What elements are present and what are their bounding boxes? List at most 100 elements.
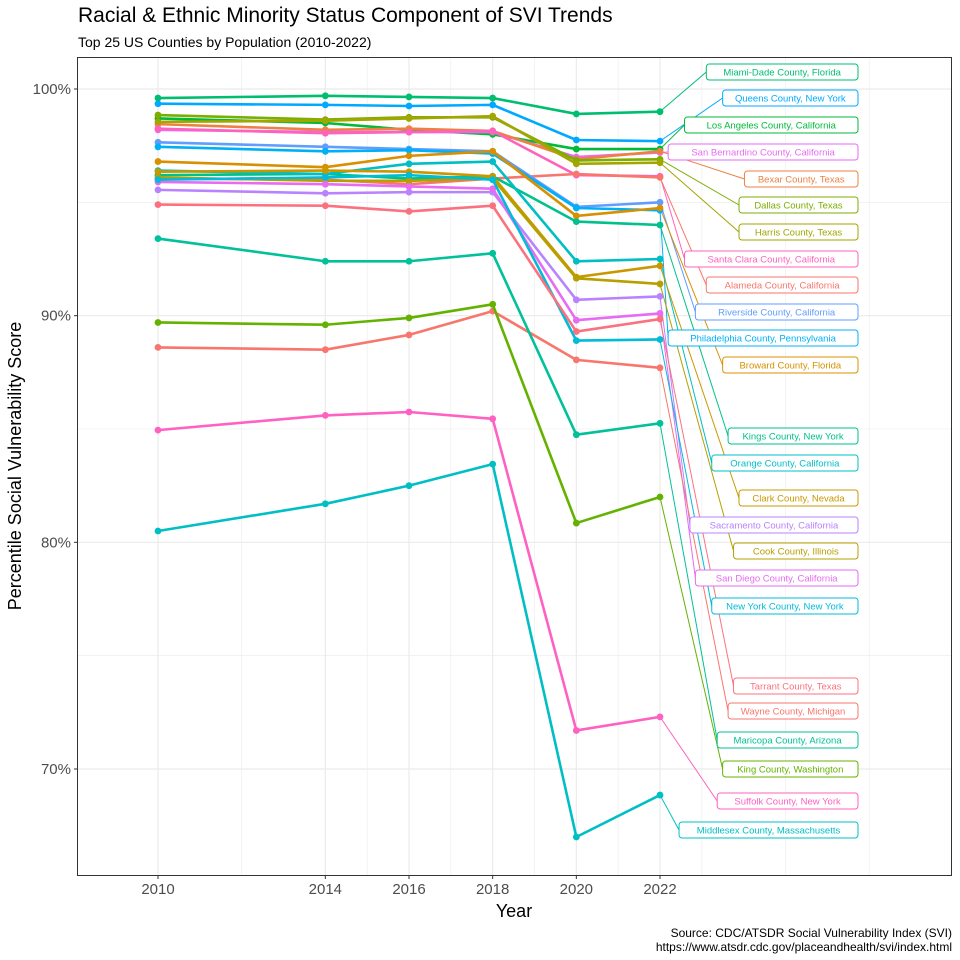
series-label: Suffolk County, New York <box>734 797 841 808</box>
label-box <box>716 792 859 810</box>
label-connector <box>659 296 691 526</box>
series-line <box>157 176 661 286</box>
y-tick-label: 80% <box>41 534 71 551</box>
label-box <box>689 516 859 534</box>
label-box <box>738 223 859 241</box>
series-label: Wayne County, Michigan <box>741 707 846 718</box>
series-label: Dallas County, Texas <box>754 201 843 212</box>
data-point <box>656 315 664 323</box>
data-point <box>154 94 162 102</box>
data-point <box>154 143 162 151</box>
series-line <box>157 122 661 161</box>
label-box <box>727 702 859 720</box>
label-box <box>684 250 859 268</box>
data-point <box>321 167 329 175</box>
data-point <box>321 101 329 109</box>
series-line <box>157 160 661 263</box>
data-point <box>405 208 413 215</box>
series-label: Alameda County, California <box>725 281 841 292</box>
data-point <box>572 218 580 226</box>
data-point <box>656 791 664 799</box>
label-connector <box>659 71 707 113</box>
data-point <box>656 419 664 427</box>
data-point <box>656 204 664 212</box>
label-connector <box>659 158 740 206</box>
data-point <box>572 274 580 282</box>
data-point <box>154 176 162 184</box>
data-point <box>656 262 664 270</box>
data-point <box>154 527 162 535</box>
data-point <box>154 100 162 108</box>
label-box <box>684 116 859 134</box>
data-point <box>405 115 413 122</box>
data-point <box>154 235 162 243</box>
y-axis-title: Percentile Social Vulnerability Score <box>5 322 25 610</box>
x-tick-label: 2010 <box>141 881 174 898</box>
plot-border <box>77 57 952 876</box>
label-box <box>711 454 859 472</box>
data-point <box>656 159 664 167</box>
data-point <box>321 174 329 181</box>
series-label: San Diego County, California <box>716 574 839 585</box>
label-box <box>738 196 859 214</box>
data-point <box>489 460 497 468</box>
data-point <box>405 314 413 322</box>
data-point <box>154 201 162 209</box>
data-point <box>489 94 497 102</box>
series-line <box>157 462 661 839</box>
label-box <box>743 170 859 188</box>
data-point <box>656 147 664 155</box>
series-line <box>157 237 661 436</box>
data-point <box>321 321 329 329</box>
series-line <box>157 180 661 322</box>
data-point <box>572 316 580 324</box>
data-point <box>405 188 413 196</box>
series-label: King County, Washington <box>737 765 843 776</box>
data-point <box>154 125 162 133</box>
axis-layer: 70% 80% 90% 100% 2010 2014 2016 2018 2020 2022 <box>33 81 677 898</box>
data-point <box>656 280 664 288</box>
data-point <box>572 257 580 265</box>
data-point <box>656 293 664 300</box>
data-point <box>656 198 664 206</box>
series-label: New York County, New York <box>726 602 844 613</box>
series-line <box>157 410 661 732</box>
label-layer: Miami-Dade County, Florida Queens County,… <box>667 63 859 839</box>
data-point <box>656 364 664 372</box>
data-point <box>405 331 413 339</box>
data-point <box>154 111 162 119</box>
series-label: Bexar County, Texas <box>758 175 845 186</box>
y-tick-label: 90% <box>41 308 71 325</box>
data-point <box>489 415 497 423</box>
data-point <box>489 300 497 308</box>
data-point <box>405 152 413 160</box>
caption: Source: CDC/ATSDR Social Vulnerability I… <box>656 926 952 954</box>
data-point <box>405 171 413 179</box>
data-point <box>321 412 329 419</box>
data-point <box>656 174 664 181</box>
label-box <box>705 276 859 294</box>
data-point <box>572 145 580 153</box>
data-point <box>572 431 580 439</box>
series-line <box>157 188 661 302</box>
data-point <box>321 257 329 265</box>
data-point <box>572 212 580 220</box>
label-box <box>694 303 859 321</box>
series-label: Middlesex County, Massachusetts <box>697 826 841 837</box>
series-line <box>157 203 661 333</box>
series-line <box>157 94 661 116</box>
data-point <box>321 117 329 125</box>
x-axis-title: Year <box>496 901 532 920</box>
caption-source: Source: CDC/ATSDR Social Vulnerability I… <box>670 926 952 940</box>
series-label: Harris County, Texas <box>755 228 843 239</box>
data-point <box>405 177 413 185</box>
data-point <box>572 328 580 335</box>
data-point <box>154 118 162 126</box>
data-point <box>405 93 413 101</box>
label-box <box>722 89 859 107</box>
label-connector <box>659 258 713 464</box>
data-point <box>572 727 580 734</box>
label-connector <box>659 176 685 260</box>
data-point <box>656 255 664 263</box>
data-point <box>489 249 497 257</box>
